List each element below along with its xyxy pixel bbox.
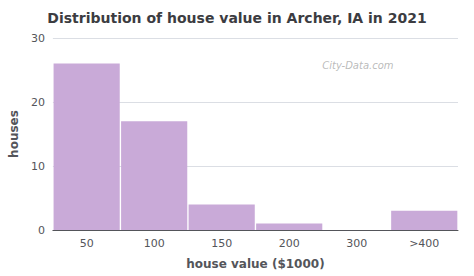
svg-text:0: 0 <box>38 224 45 237</box>
svg-text:50: 50 <box>80 237 94 250</box>
svg-text:100: 100 <box>144 237 165 250</box>
svg-text:10: 10 <box>31 160 45 173</box>
svg-text:200: 200 <box>279 237 300 250</box>
svg-text:City-Data.com: City-Data.com <box>322 60 394 71</box>
svg-text:20: 20 <box>31 96 45 109</box>
svg-text:150: 150 <box>211 237 232 250</box>
svg-text:houses: houses <box>7 110 21 158</box>
svg-text:30: 30 <box>31 32 45 45</box>
svg-text:house value ($1000): house value ($1000) <box>186 257 324 271</box>
svg-text:>400: >400 <box>409 237 439 250</box>
svg-text:Distribution of house value in: Distribution of house value in Archer, I… <box>47 10 426 26</box>
svg-text:300: 300 <box>346 237 367 250</box>
